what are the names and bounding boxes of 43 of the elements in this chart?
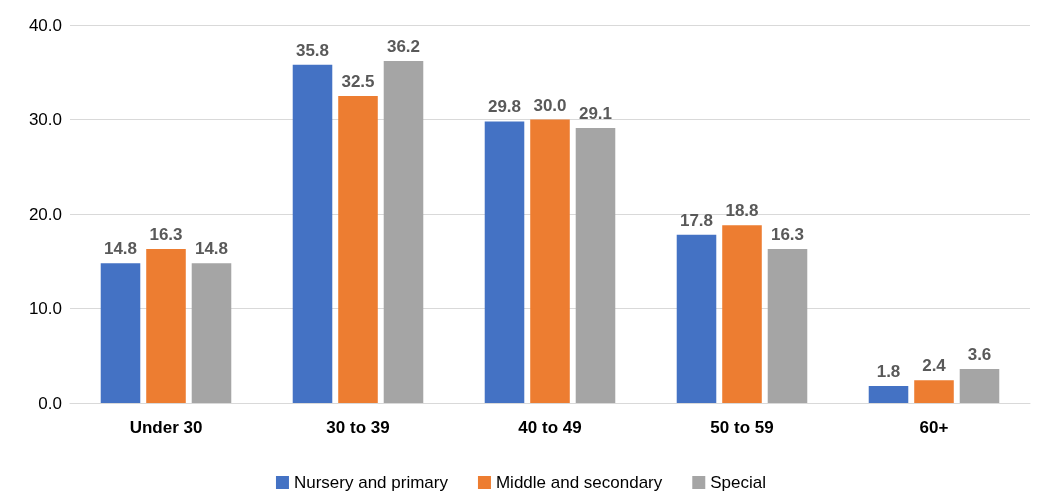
- bar: [914, 380, 954, 403]
- bar: [959, 368, 1000, 403]
- x-tick-label: 50 to 59: [710, 418, 774, 437]
- data-label: 1.8: [876, 361, 901, 381]
- data-label: 32.5: [341, 71, 375, 91]
- data-label: 14.8: [194, 239, 229, 259]
- x-tick-label: 60+: [919, 418, 949, 437]
- data-label: 36.2: [386, 36, 421, 56]
- y-tick-label: 40.0: [28, 15, 62, 35]
- data-label: 29.1: [578, 104, 613, 123]
- data-label: 17.8: [679, 210, 714, 230]
- legend-label: Nursery and primary: [293, 473, 449, 492]
- legend-label: Middle and secondary: [495, 473, 663, 492]
- bar: [530, 119, 570, 403]
- bar: [676, 234, 717, 403]
- x-tick-label: 40 to 49: [518, 418, 582, 437]
- y-tick-label: 30.0: [28, 110, 62, 129]
- bar: [292, 64, 333, 403]
- data-label: 14.8: [103, 239, 138, 259]
- bar: [338, 95, 378, 403]
- bar: [484, 121, 525, 403]
- legend-label: Special: [710, 473, 767, 492]
- bar: [146, 248, 186, 403]
- bar: [868, 385, 909, 403]
- bar: [722, 225, 762, 403]
- bar: [575, 128, 616, 403]
- data-label: 16.3: [770, 224, 805, 244]
- data-label: 29.8: [487, 97, 522, 117]
- bar: [767, 248, 808, 403]
- data-label: 35.8: [295, 40, 330, 60]
- y-tick-label: 20.0: [28, 204, 62, 224]
- bar: [100, 263, 141, 403]
- data-label: 30.0: [533, 95, 567, 115]
- data-label: 2.4: [922, 356, 947, 376]
- x-tick-label: 30 to 39: [326, 418, 390, 437]
- data-label: 18.8: [725, 201, 759, 221]
- x-tick-label: Under 30: [129, 418, 203, 437]
- y-tick-label: 10.0: [28, 299, 62, 318]
- bar: [383, 60, 424, 403]
- data-label: 3.6: [967, 344, 992, 364]
- y-tick-label: 0.0: [38, 393, 62, 413]
- bar: [191, 263, 232, 403]
- data-label: 16.3: [149, 224, 183, 244]
